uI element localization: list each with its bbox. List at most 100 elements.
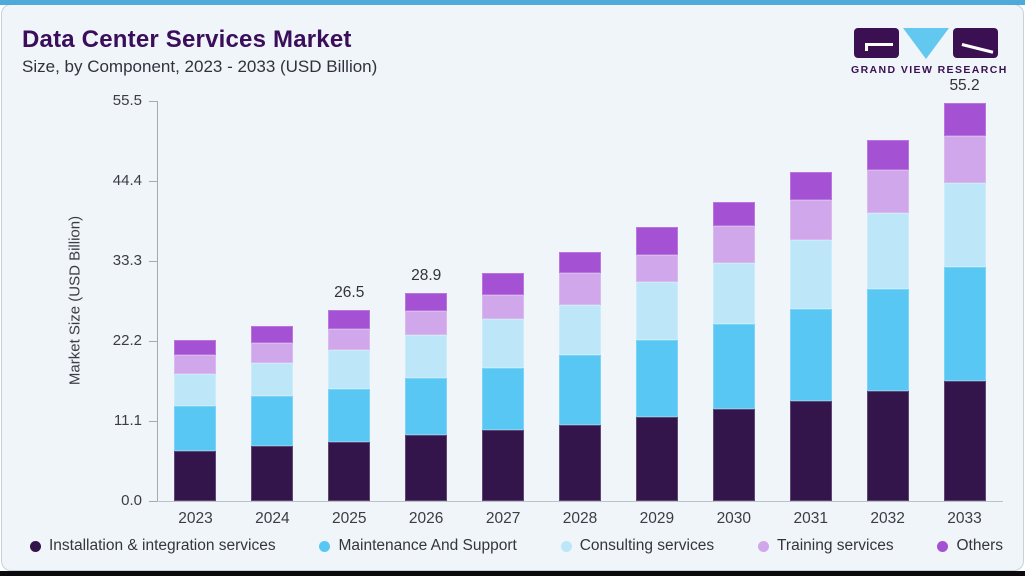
bar-segment <box>405 335 448 378</box>
bar-segment <box>328 328 371 351</box>
logo-g-hook-icon <box>865 43 868 51</box>
bar-segment <box>559 355 601 425</box>
bar-segment <box>635 281 678 341</box>
brand-logo: GRAND VIEW RESEARCH <box>851 28 1006 76</box>
logo-mark <box>851 28 1001 59</box>
y-tick-label: 22.2 <box>112 332 142 349</box>
bar-total-label: 55.2 <box>949 77 980 95</box>
legend-label: Installation & integration services <box>49 537 276 554</box>
y-tick-mark <box>149 501 157 502</box>
logo-g-stroke-icon <box>865 43 893 46</box>
bar-segment <box>635 417 678 501</box>
bar-segment <box>789 400 832 501</box>
bar-segment <box>174 405 217 451</box>
bar-segment <box>328 350 371 389</box>
bar-segment <box>174 339 217 356</box>
legend-swatch-icon <box>319 540 331 552</box>
legend-item: Installation & integration services <box>30 537 276 555</box>
legend-item: Consulting services <box>560 537 714 555</box>
bar-segment <box>251 396 294 447</box>
bar-total-label: 28.9 <box>411 266 442 284</box>
legend-item: Training services <box>758 537 894 555</box>
logo-r-stroke-icon <box>961 43 994 54</box>
legend-swatch-icon <box>758 540 770 552</box>
logo-v-triangle-icon <box>903 28 949 59</box>
bar-segment <box>559 424 601 501</box>
bar-segment <box>405 292 448 312</box>
bar-segment <box>559 273 601 305</box>
y-tick-mark <box>149 341 157 342</box>
bar-segment <box>789 308 832 401</box>
x-tick-label: 2025 <box>332 510 367 527</box>
bottom-border-bar <box>0 571 1025 576</box>
bar-segment <box>789 171 832 201</box>
bar-segment <box>635 227 678 255</box>
legend-swatch-icon <box>30 540 41 552</box>
bar-segment <box>866 289 909 392</box>
bar-segment <box>943 183 986 268</box>
bar-segment <box>251 363 294 397</box>
bar-segment <box>712 226 755 264</box>
x-tick-label: 2031 <box>793 510 828 527</box>
bar-segment <box>635 340 678 418</box>
y-tick-label: 44.4 <box>112 172 142 189</box>
bar-segment <box>251 343 294 364</box>
y-tick-mark <box>149 181 157 182</box>
y-tick-label: 55.5 <box>112 92 142 109</box>
bar-segment <box>405 311 448 336</box>
y-tick-label: 11.1 <box>113 412 142 429</box>
page-subtitle: Size, by Component, 2023 - 2033 (USD Bil… <box>22 57 378 76</box>
bar-segment <box>943 381 986 501</box>
bar-segment <box>482 430 525 501</box>
legend-item: Maintenance And Support <box>319 537 517 555</box>
bar-segment <box>405 377 448 436</box>
bar-segment <box>482 294 525 320</box>
x-tick-label: 2023 <box>178 510 213 527</box>
y-tick-mark <box>149 261 157 262</box>
bar-segment <box>635 254 678 282</box>
bar-segment <box>251 325 294 344</box>
x-tick-label: 2033 <box>947 510 982 527</box>
bar-segment <box>482 367 525 431</box>
x-tick-label: 2027 <box>485 510 521 527</box>
x-tick-label: 2024 <box>255 510 290 527</box>
bar-segment <box>174 355 217 375</box>
bar-segment <box>405 435 448 501</box>
bar-segment <box>712 201 755 227</box>
chart-legend: Installation & integration services Maint… <box>30 537 1003 555</box>
y-tick-label: 0.0 <box>121 492 142 509</box>
legend-swatch-icon <box>937 540 949 552</box>
chart-header: Data Center Services Market Size, by Com… <box>22 26 377 77</box>
bar-segment <box>559 304 601 356</box>
x-tick-label: 2029 <box>639 510 675 527</box>
bar-segment <box>482 273 525 295</box>
x-tick-label: 2032 <box>870 510 905 527</box>
y-axis-line <box>157 101 158 501</box>
bar-segment <box>328 310 371 329</box>
y-tick-label: 33.3 <box>112 252 142 269</box>
logo-r-block-icon <box>953 28 998 58</box>
bar-segment <box>328 441 371 501</box>
bar-segment <box>328 388 371 442</box>
legend-label: Others <box>956 537 1003 554</box>
bar-segment <box>789 240 832 309</box>
bar-segment <box>712 263 755 325</box>
logo-g-block-icon <box>854 28 899 58</box>
page-title: Data Center Services Market <box>22 26 352 53</box>
top-accent-bar <box>0 0 1025 5</box>
y-tick-mark <box>149 421 157 422</box>
bar-segment <box>482 319 525 368</box>
bar-segment <box>866 170 909 213</box>
legend-label: Training services <box>777 537 894 554</box>
bar-segment <box>943 267 986 382</box>
x-tick-label: 2026 <box>408 510 444 527</box>
bar-segment <box>712 409 755 501</box>
legend-swatch-icon <box>560 540 572 552</box>
bar-segment <box>866 139 909 171</box>
y-tick-mark <box>149 101 157 102</box>
legend-label: Maintenance And Support <box>338 537 517 554</box>
bar-segment <box>866 391 909 501</box>
bar-segment <box>712 324 755 410</box>
